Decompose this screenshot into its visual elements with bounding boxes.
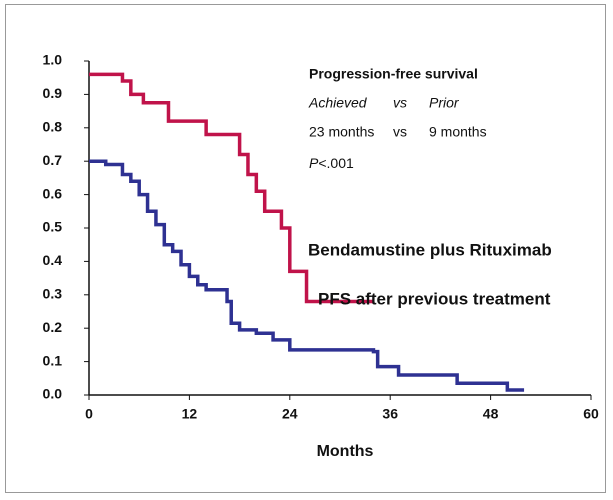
annotation-vs: vs <box>393 95 407 111</box>
x-tick-label: 36 <box>382 406 398 422</box>
annotation-title: Progression-free survival <box>309 66 478 82</box>
frame <box>5 4 606 493</box>
p-value: <.001 <box>318 155 354 171</box>
y-tick-label: 0.5 <box>43 219 63 235</box>
y-tick-label: 0.1 <box>43 352 63 368</box>
y-tick-label: 0.2 <box>43 319 63 335</box>
y-tick-label: 0.4 <box>43 252 63 268</box>
y-tick-label: 0.8 <box>43 119 63 135</box>
p-symbol: P <box>309 155 319 171</box>
y-tick-label: 0.6 <box>43 185 63 201</box>
x-tick-label: 0 <box>85 406 93 422</box>
x-tick-label: 48 <box>483 406 499 422</box>
survival-curve <box>89 72 374 304</box>
annotation-left-value: 23 months <box>309 124 374 140</box>
x-tick-label: 60 <box>583 406 599 422</box>
annotation-right-head: Prior <box>429 95 460 111</box>
annotation-right-value: 9 months <box>429 124 487 140</box>
x-tick-label: 24 <box>282 406 298 422</box>
annotation-p: P<.001 <box>309 155 354 171</box>
y-tick-label: 1.0 <box>43 52 63 68</box>
x-tick-label: 12 <box>182 406 198 422</box>
y-tick-label: 0.0 <box>43 386 63 402</box>
series-label: PFS after previous treatment <box>318 289 551 308</box>
y-tick-label: 0.3 <box>43 286 63 302</box>
x-axis-label: Months <box>317 443 374 460</box>
annotation-vs: vs <box>393 124 407 140</box>
annotation-left-head: Achieved <box>308 95 368 111</box>
y-tick-label: 0.9 <box>43 85 63 101</box>
survival-curve <box>89 159 525 392</box>
series-label: Bendamustine plus Rituximab <box>308 240 552 259</box>
y-tick-label: 0.7 <box>43 152 63 168</box>
